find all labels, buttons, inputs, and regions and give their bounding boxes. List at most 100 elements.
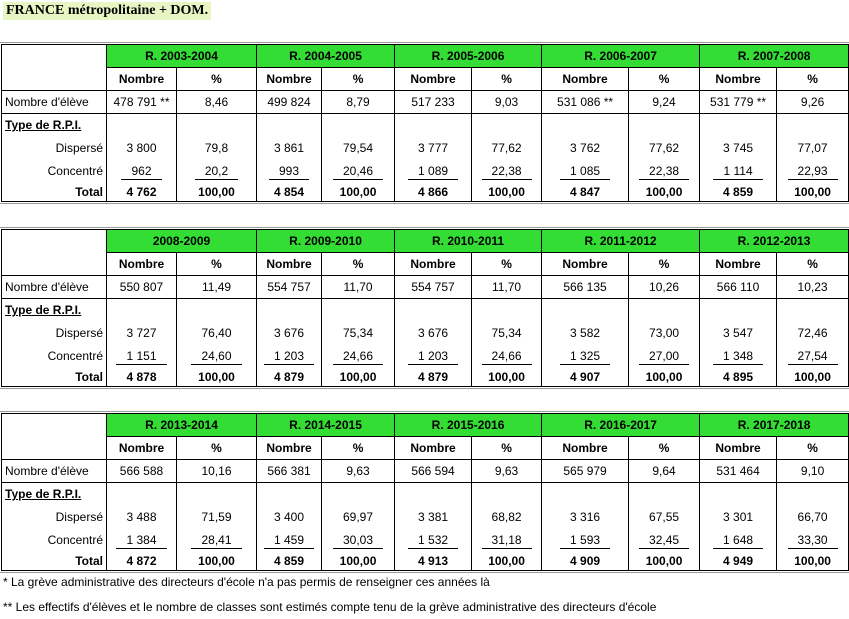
value: 1 532 xyxy=(408,532,459,549)
value: 1 114 xyxy=(713,163,763,180)
value: 478 791 ** xyxy=(113,95,170,109)
value: 75,34 xyxy=(491,325,522,340)
value-cell: 68,82 xyxy=(471,505,543,528)
value-cell: 8,79 xyxy=(321,90,396,114)
row-label: Concentré xyxy=(1,344,107,367)
value: 531 464 xyxy=(716,464,760,478)
column-label: % xyxy=(471,67,543,91)
value: 3 547 xyxy=(723,325,754,340)
data-table: R. 2013-2014 R. 2014-2015 R. 2015-2016 R. 2… xyxy=(0,411,849,573)
empty-cell xyxy=(175,113,258,136)
period-header: R. 2012-2013 xyxy=(699,229,849,253)
value: 4 895 xyxy=(723,369,754,384)
column-label: Nombre xyxy=(699,436,778,460)
value-cell: 8,46 xyxy=(175,90,258,114)
value-cell: 962 xyxy=(106,159,177,182)
period-row: R. 2003-2004 R. 2004-2005 R. 2005-2006 R. 2… xyxy=(1,44,849,91)
value: 100,00 xyxy=(794,369,831,384)
value: 1 593 xyxy=(560,532,611,549)
value-cell: 3 861 xyxy=(256,136,323,159)
value-cell: 3 777 xyxy=(394,136,473,159)
value-cell: 77,62 xyxy=(471,136,543,159)
value-cell: 79,8 xyxy=(175,136,258,159)
value-cell: 566 135 xyxy=(541,275,630,299)
value-cell: 3 301 xyxy=(699,505,778,528)
value: 73,00 xyxy=(649,325,680,340)
value: 79,8 xyxy=(204,140,229,155)
empty-cell xyxy=(699,298,778,321)
value: 66,70 xyxy=(797,509,828,524)
value: 100,00 xyxy=(488,184,525,199)
value-cell: 10,23 xyxy=(776,275,849,299)
value-cell: 31,18 xyxy=(471,528,543,551)
empty-cell xyxy=(541,298,630,321)
empty-cell xyxy=(394,482,473,505)
value: 11,70 xyxy=(343,280,373,294)
value: 77,62 xyxy=(649,140,680,155)
value-cell: 27,00 xyxy=(628,344,701,367)
value-cell: 100,00 xyxy=(321,367,396,387)
value-cell: 1 648 xyxy=(699,528,778,551)
column-label: % xyxy=(471,436,543,460)
value: 10,26 xyxy=(649,280,680,294)
value-cell: 3 547 xyxy=(699,321,778,344)
corner-cell xyxy=(1,229,107,276)
value: 31,18 xyxy=(481,532,532,549)
value: 4 859 xyxy=(274,553,305,568)
value: 10,23 xyxy=(797,280,828,294)
period-header: R. 2014-2015 xyxy=(256,413,396,437)
value-cell: 1 085 xyxy=(541,159,630,182)
column-label: % xyxy=(321,436,396,460)
period-header: R. 2010-2011 xyxy=(394,229,543,253)
row-label-text: Type de R.P.I. xyxy=(5,118,82,132)
value: 22,38 xyxy=(481,163,532,180)
value-cell: 9,03 xyxy=(471,90,543,114)
value-cell: 75,34 xyxy=(471,321,543,344)
value-cell: 3 488 xyxy=(106,505,177,528)
value: 75,34 xyxy=(343,325,374,340)
value-cell: 32,45 xyxy=(628,528,701,551)
value-cell: 100,00 xyxy=(471,182,543,202)
value-cell: 550 807 xyxy=(106,275,177,299)
value: 100,00 xyxy=(488,369,525,384)
value: 27,54 xyxy=(787,348,838,365)
column-label: % xyxy=(776,436,849,460)
empty-cell xyxy=(394,113,473,136)
value: 1 325 xyxy=(560,348,611,365)
value-cell: 24,66 xyxy=(471,344,543,367)
table-row: Concentré 1 151 24,60 1 203 24,66 1 203 24,66 1… xyxy=(1,344,849,367)
value: 1 085 xyxy=(560,163,611,180)
row-label: Total xyxy=(1,367,107,387)
value: 100,00 xyxy=(645,553,683,568)
value-cell: 28,41 xyxy=(175,528,258,551)
empty-cell xyxy=(256,482,323,505)
empty-cell xyxy=(256,298,323,321)
value-cell: 1 114 xyxy=(699,159,778,182)
value-cell: 73,00 xyxy=(628,321,701,344)
value-cell: 4 847 xyxy=(541,182,630,202)
value-cell: 11,49 xyxy=(175,275,258,299)
value: 3 745 xyxy=(723,140,754,155)
value-cell: 9,64 xyxy=(628,459,701,483)
row-label-text: Dispersé xyxy=(55,509,103,524)
value-cell: 4 859 xyxy=(256,551,323,571)
value-cell: 100,00 xyxy=(321,182,396,202)
value: 566 135 xyxy=(563,280,607,294)
value-cell: 9,26 xyxy=(776,90,849,114)
value: 76,40 xyxy=(201,325,232,340)
table-row: Total 4 762 100,00 4 854 100,00 4 866 100,00 4 … xyxy=(1,182,849,202)
column-label: Nombre xyxy=(106,252,177,276)
column-label: Nombre xyxy=(394,67,473,91)
value-cell: 9,63 xyxy=(321,459,396,483)
value-cell: 4 895 xyxy=(699,367,778,387)
value-cell: 9,24 xyxy=(628,90,701,114)
value-cell: 27,54 xyxy=(776,344,849,367)
value-cell: 3 316 xyxy=(541,505,630,528)
value-cell: 3 400 xyxy=(256,505,323,528)
value: 4 854 xyxy=(274,184,305,199)
column-label: Nombre xyxy=(394,252,473,276)
value-cell: 4 907 xyxy=(541,367,630,387)
empty-cell xyxy=(106,113,177,136)
value: 3 582 xyxy=(570,325,601,340)
value-cell: 1 203 xyxy=(256,344,323,367)
